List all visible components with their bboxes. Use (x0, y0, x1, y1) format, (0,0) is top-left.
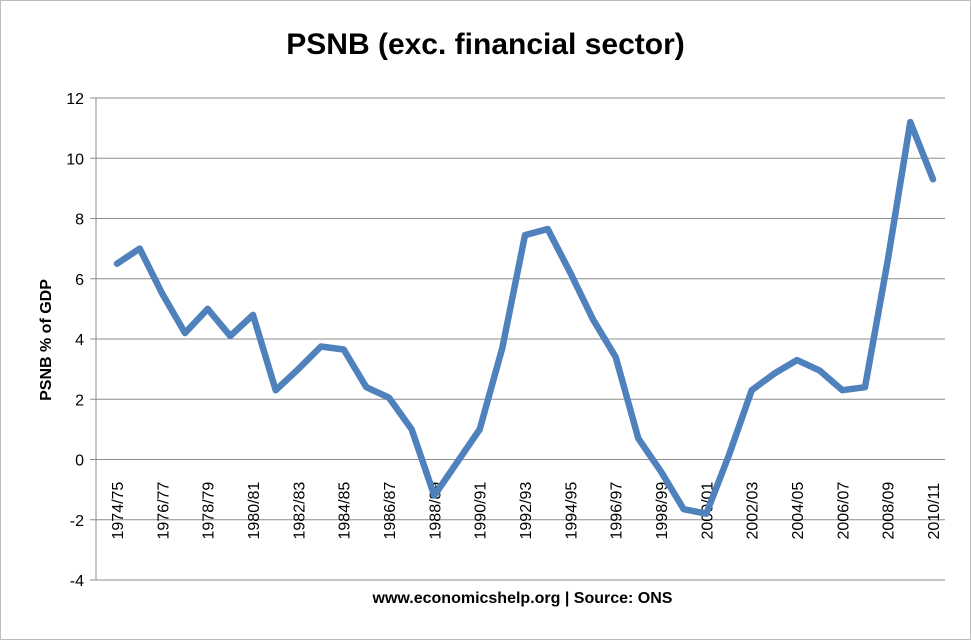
y-tick-label: 0 (75, 453, 84, 470)
y-tick-label: 8 (75, 212, 84, 229)
x-tick-label: 1980/81 (246, 482, 263, 540)
x-tick-labels: 1974/75 1976/77 1978/79 1980/81 1982/83 1984/… (110, 482, 943, 540)
chart-title: PSNB (exc. financial sector) (286, 28, 685, 61)
y-tick-label: -2 (70, 513, 84, 530)
x-tick-label: 1992/93 (518, 482, 535, 540)
x-tick-label: 1976/77 (155, 482, 172, 540)
y-tick-label: -4 (70, 573, 84, 590)
x-tick-label: 1994/95 (563, 482, 580, 540)
series-layer (113, 118, 937, 517)
x-tick-label: 2002/03 (745, 482, 762, 540)
x-tick-label: 1990/91 (473, 482, 490, 540)
x-tick-label: 1986/87 (382, 482, 399, 540)
y-tick-label: 6 (75, 272, 84, 289)
y-tick-label: 4 (75, 332, 84, 349)
x-tick-label: 1998/99 (654, 482, 671, 540)
x-tick-label: 1974/75 (110, 482, 127, 540)
x-tick-label: 1996/97 (609, 482, 626, 540)
y-tick-label: 12 (66, 91, 84, 108)
x-axis-label: www.economicshelp.org | Source: ONS (372, 590, 673, 607)
x-tick-label: 1982/83 (291, 482, 308, 540)
y-tick-labels: -4 -2 0 2 4 6 8 10 12 (66, 91, 84, 590)
series-line (113, 118, 937, 517)
y-tick-label: 2 (75, 392, 84, 409)
y-tick-label: 10 (66, 151, 84, 168)
x-tick-label: 2010/11 (926, 483, 943, 540)
x-tick-label: 2004/05 (790, 482, 807, 540)
x-tick-label: 1978/79 (201, 482, 218, 540)
x-tick-label: 2008/09 (881, 482, 898, 540)
x-tick-label: 2006/07 (835, 482, 852, 540)
x-tick-label: 1984/85 (337, 482, 354, 540)
gridlines (90, 97, 945, 581)
